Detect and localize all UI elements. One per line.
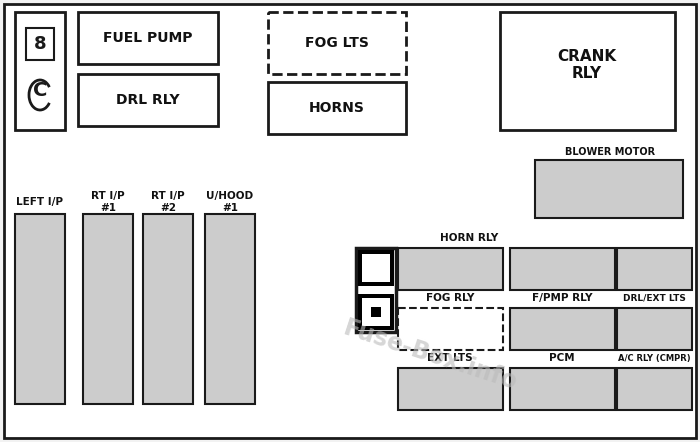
- Text: FOG LTS: FOG LTS: [305, 36, 369, 50]
- Text: A/C RLY (CMPR): A/C RLY (CMPR): [617, 354, 690, 362]
- Text: HORN RLY: HORN RLY: [440, 233, 498, 243]
- Text: DRL/EXT LTS: DRL/EXT LTS: [622, 293, 685, 302]
- Text: EXT LTS: EXT LTS: [427, 353, 473, 363]
- Bar: [617, 308, 692, 350]
- Bar: [268, 82, 406, 134]
- Text: LEFT I/P: LEFT I/P: [17, 197, 64, 207]
- Text: U/HOOD
#1: U/HOOD #1: [206, 191, 253, 213]
- Bar: [268, 12, 406, 74]
- Bar: [83, 214, 133, 404]
- Bar: [362, 298, 390, 326]
- Text: 8: 8: [34, 35, 46, 53]
- Text: HORNS: HORNS: [309, 101, 365, 115]
- Bar: [15, 12, 65, 130]
- Text: BLOWER MOTOR: BLOWER MOTOR: [565, 147, 655, 157]
- Text: RT I/P
#2: RT I/P #2: [151, 191, 185, 213]
- Bar: [78, 74, 218, 126]
- Bar: [371, 307, 381, 317]
- Bar: [78, 12, 218, 64]
- Bar: [15, 214, 65, 404]
- Bar: [500, 12, 675, 130]
- Bar: [26, 28, 54, 60]
- Text: DRL RLY: DRL RLY: [116, 93, 180, 107]
- Bar: [398, 248, 503, 290]
- Bar: [358, 294, 394, 330]
- Text: F/PMP RLY: F/PMP RLY: [532, 293, 592, 303]
- Bar: [398, 368, 503, 410]
- Bar: [510, 368, 615, 410]
- Text: C: C: [33, 80, 47, 99]
- Text: Fuse-Box.info: Fuse-Box.info: [340, 316, 520, 395]
- Bar: [617, 368, 692, 410]
- Bar: [205, 214, 255, 404]
- Bar: [358, 250, 394, 286]
- Bar: [143, 214, 193, 404]
- Bar: [510, 248, 615, 290]
- Text: FUEL PUMP: FUEL PUMP: [104, 31, 192, 45]
- Bar: [535, 160, 683, 218]
- Text: PCM: PCM: [550, 353, 575, 363]
- Text: RT I/P
#1: RT I/P #1: [91, 191, 125, 213]
- Bar: [398, 308, 503, 350]
- Text: FOG RLY: FOG RLY: [426, 293, 474, 303]
- Bar: [356, 248, 396, 332]
- Bar: [510, 308, 615, 350]
- Bar: [617, 248, 692, 290]
- Bar: [362, 254, 390, 282]
- Text: CRANK
RLY: CRANK RLY: [557, 49, 617, 81]
